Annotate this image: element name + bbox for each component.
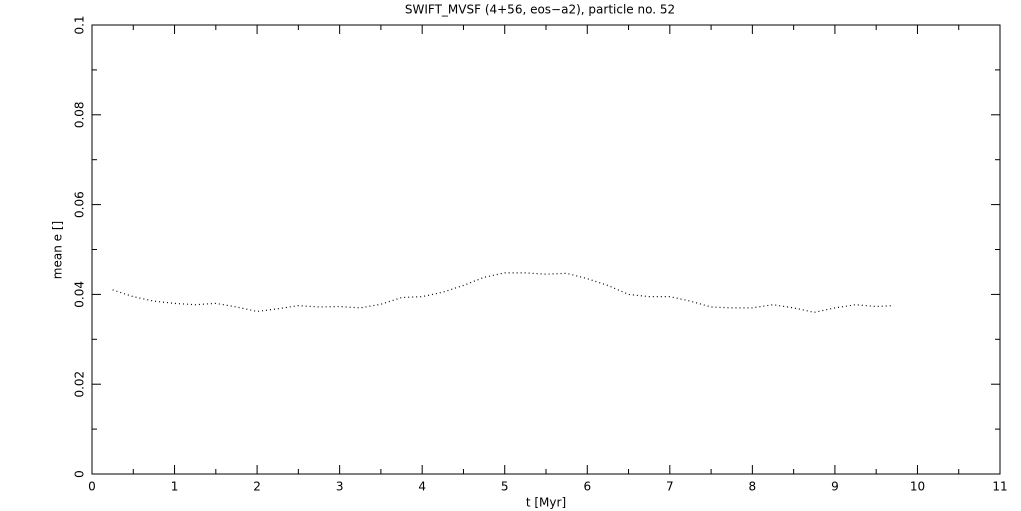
x-tick-label: 1 bbox=[171, 480, 179, 494]
x-tick-label: 11 bbox=[992, 480, 1007, 494]
x-tick-label: 9 bbox=[831, 480, 839, 494]
x-tick-label: 0 bbox=[88, 480, 96, 494]
y-tick-label: 0.08 bbox=[73, 101, 87, 128]
data-line bbox=[112, 272, 893, 313]
x-tick-label: 10 bbox=[910, 480, 925, 494]
y-axis-label: mean e [] bbox=[51, 221, 65, 279]
x-tick-label: 4 bbox=[418, 480, 426, 494]
y-tick-label: 0.06 bbox=[73, 191, 87, 218]
y-tick-label: 0.1 bbox=[73, 15, 87, 34]
y-tick-label: 0.04 bbox=[73, 281, 87, 308]
plot-frame bbox=[91, 24, 1001, 475]
x-tick-label: 6 bbox=[583, 480, 591, 494]
x-tick-label: 2 bbox=[253, 480, 261, 494]
x-tick-label: 8 bbox=[749, 480, 757, 494]
chart-title: SWIFT_MVSF (4+56, eos−a2), particle no. … bbox=[405, 3, 675, 17]
x-axis-label: t [Myr] bbox=[526, 496, 566, 510]
y-tick-label: 0.02 bbox=[73, 371, 87, 398]
x-tick-label: 3 bbox=[336, 480, 344, 494]
x-tick-label: 7 bbox=[666, 480, 674, 494]
y-tick-label: 0 bbox=[73, 470, 87, 478]
x-tick-label: 5 bbox=[501, 480, 509, 494]
